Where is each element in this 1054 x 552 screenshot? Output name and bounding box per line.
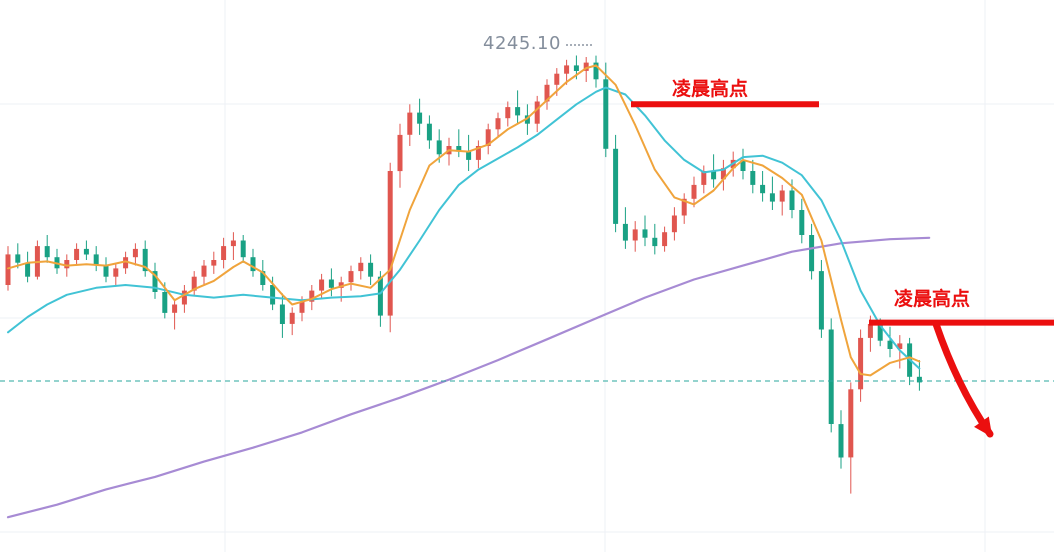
ma-mid-cyan-line xyxy=(7,86,921,370)
ma-slow-purple-line xyxy=(6,236,931,519)
high-price-dotted-marker xyxy=(566,44,592,46)
candles xyxy=(5,55,922,494)
annotation-morning-high-2: 凌晨高点 xyxy=(894,288,971,310)
ma-fast-orange-line xyxy=(7,64,921,377)
annotation-morning-high-1: 凌晨高点 xyxy=(672,78,749,100)
high-price-label: 4245.10 xyxy=(483,33,561,54)
down-trend-arrow xyxy=(932,320,994,438)
